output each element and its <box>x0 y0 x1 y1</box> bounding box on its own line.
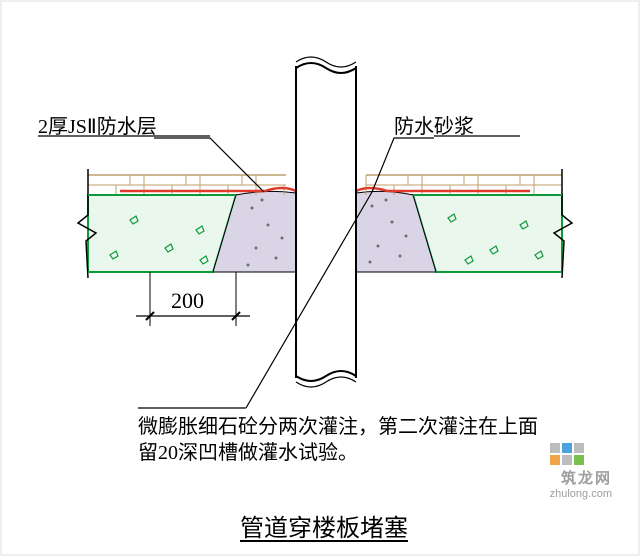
label-waterproof-mortar: 防水砂浆 <box>394 110 474 139</box>
diagram-title: 管道穿楼板堵塞 <box>240 508 408 543</box>
label-waterproof-layer: 2厚JSⅡ防水层 <box>38 110 157 139</box>
logo-url: zhulong.com <box>550 488 612 500</box>
logo-pixels <box>550 443 612 465</box>
note-line-1: 微膨胀细石砼分两次灌注，第二次灌注在上面 <box>138 410 538 439</box>
watermark-logo: 筑龙网 zhulong.com <box>550 443 612 500</box>
dimension-200: 200 <box>171 288 204 314</box>
note-line-2: 留20深凹槽做灌水试验。 <box>138 436 358 465</box>
logo-name: 筑龙网 <box>550 467 612 488</box>
